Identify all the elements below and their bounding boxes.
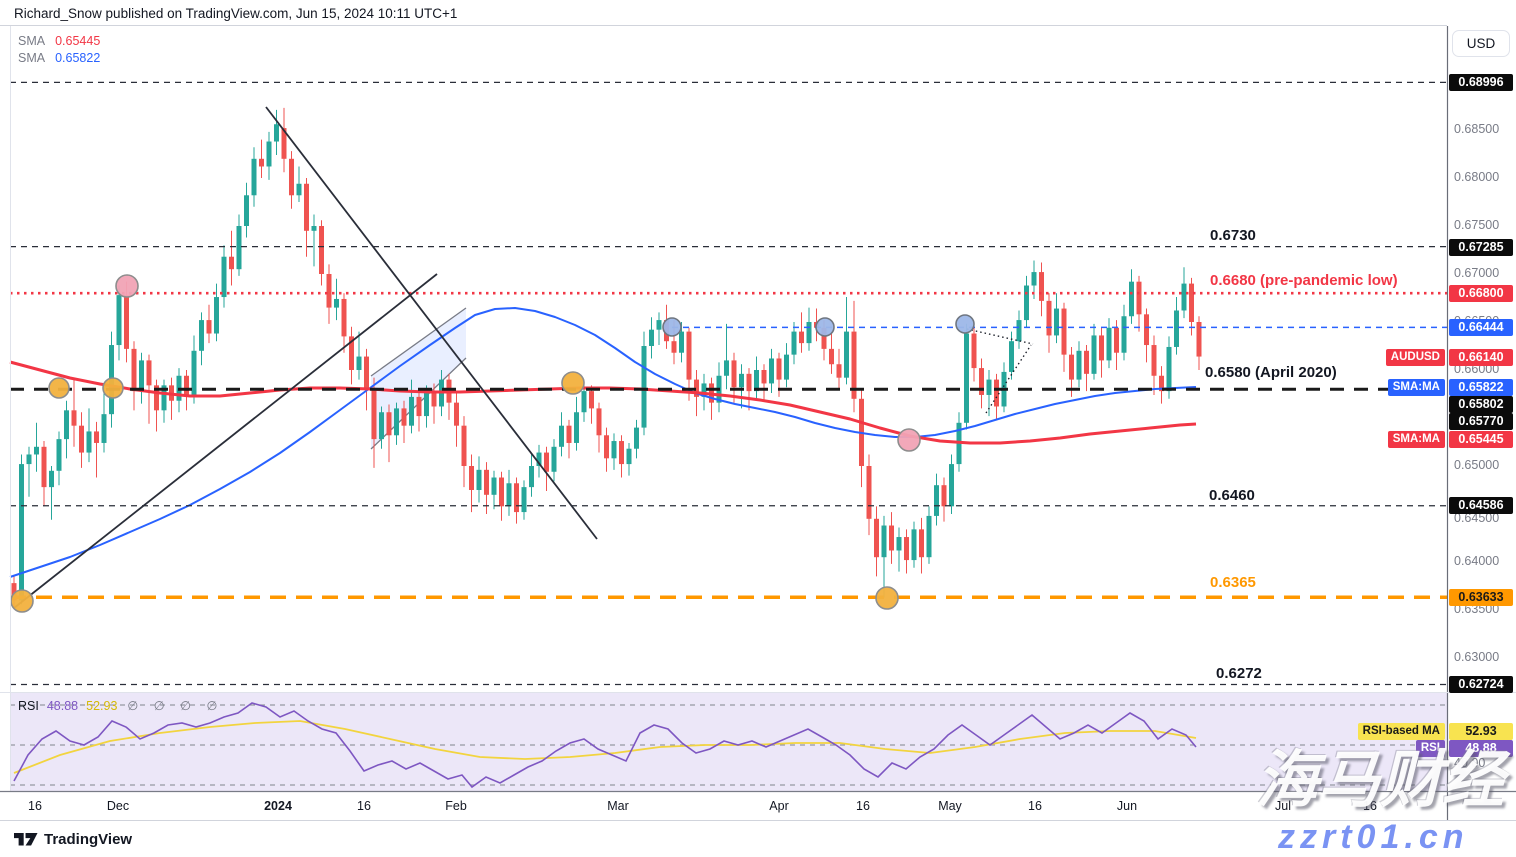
flag-upper-edge [370, 307, 467, 377]
blue-event-marker[interactable] [815, 317, 835, 337]
sma-fast-line [9, 360, 1197, 445]
orange-event-marker[interactable] [875, 586, 899, 610]
dotted-guide-line [985, 344, 1032, 414]
trendline [265, 106, 598, 540]
tradingview-brand-text: TradingView [44, 831, 133, 848]
watermark: 海马财经 zzrt01.cn [1256, 750, 1504, 857]
tradingview-logo-icon [14, 833, 38, 846]
dotted-guide-line [966, 328, 1034, 345]
currency-toggle-usd-button[interactable]: USD [1452, 30, 1510, 57]
orange-event-marker[interactable] [561, 371, 585, 395]
watermark-url-text: zzrt01.cn [1278, 818, 1469, 856]
watermark-cn-text: 海马财经 [1256, 746, 1505, 815]
orange-event-marker[interactable] [10, 589, 34, 613]
blue-event-marker[interactable] [662, 317, 682, 337]
blue-event-marker[interactable] [955, 314, 975, 334]
orange-event-marker[interactable] [102, 377, 124, 399]
rsi-ma-line [13, 720, 1197, 774]
tradingview-footer[interactable]: TradingView [14, 831, 132, 848]
candlestick-series [11, 107, 1202, 609]
sma-slow-line [9, 307, 1197, 578]
trendline [13, 273, 438, 609]
rsi-line [13, 702, 1197, 789]
orange-event-marker[interactable] [48, 377, 70, 399]
pink-event-marker[interactable] [115, 274, 139, 298]
pink-event-marker[interactable] [897, 428, 921, 452]
